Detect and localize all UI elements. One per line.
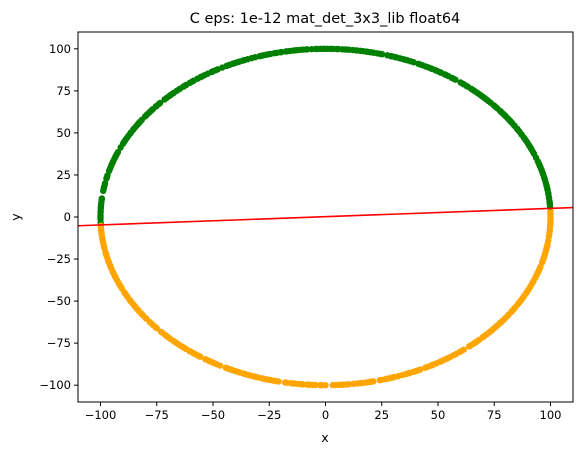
y-tick-label: 50 [56,126,71,140]
y-tick-label: 25 [56,168,71,182]
point-above-line [100,187,107,195]
chart-title: C eps: 1e-12 mat_det_3x3_lib float64 [190,11,461,27]
point-below-line [196,353,204,360]
y-tick-label: 0 [64,210,71,224]
point-above-line [457,79,464,86]
point-above-line [384,52,391,59]
x-axis-ticks: −100 −75 −50 −25 0 25 50 75 100 [85,402,562,422]
x-tick-label: −50 [201,408,225,422]
point-above-line [117,144,124,151]
reference-line [77,206,574,227]
x-tick-label: −100 [85,408,117,422]
y-axis-label: y [8,213,23,221]
x-tick-label: 75 [487,408,502,422]
point-below-line [275,378,282,385]
point-below-line [216,362,224,369]
y-tick-label: 100 [49,42,71,56]
reference-line-layer [77,206,574,227]
x-axis-label: x [321,430,328,445]
x-tick-label: −75 [145,408,169,422]
scatter-points [97,45,554,389]
x-tick-label: 0 [322,408,329,422]
y-tick-label: −75 [47,336,71,350]
point-below-line [370,378,377,385]
y-tick-label: −25 [47,252,71,266]
y-axis-ticks: −100 −75 −50 −25 0 25 50 75 100 [39,42,78,392]
x-tick-label: −25 [257,408,281,422]
x-tick-label: 25 [374,408,389,422]
point-above-line [161,96,168,103]
point-below-line [547,215,554,222]
y-tick-label: −50 [47,294,71,308]
x-tick-label: 50 [431,408,446,422]
x-tick-label: 100 [540,408,562,422]
point-below-line [460,346,467,353]
point-below-line [311,381,319,389]
point-below-line [322,381,329,389]
point-above-line [308,45,315,53]
y-tick-label: −100 [39,378,71,392]
y-tick-label: 75 [56,84,71,98]
point-below-line [417,366,424,373]
point-below-line [153,324,160,332]
